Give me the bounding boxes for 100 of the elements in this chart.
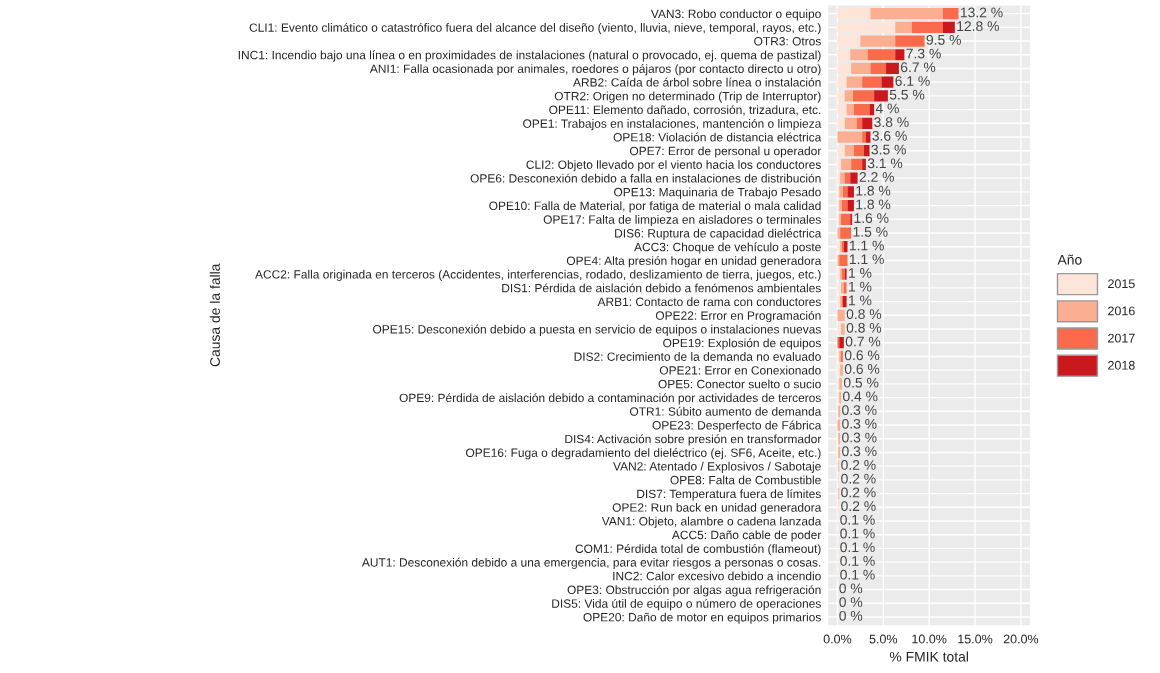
bar: [839, 254, 848, 267]
total-label: 1.8 %: [856, 185, 891, 196]
bar: [864, 145, 870, 157]
bar: [839, 337, 844, 349]
bar: [841, 158, 852, 171]
y-tick-label: AUT1: Desconexión debido a una emergencia, para evitar riesgos a personas o cosas.: [361, 557, 821, 570]
bar: [847, 186, 854, 198]
total-label: 0.6 %: [844, 350, 880, 361]
y-tick-label: OPE10: Falla de Material, por fatiga de material o mala calidad: [489, 201, 821, 213]
total-label: 3.8 %: [874, 117, 909, 128]
total-label: 1.5 %: [853, 226, 888, 237]
y-tick-label: OPE22: Error en Programación: [655, 310, 821, 323]
y-tick-label: VAN2: Atentado / Explosivos / Sabotaje: [613, 461, 821, 473]
bar: [837, 145, 845, 157]
y-tick-label: OPE2: Run back en unidad generadora: [612, 502, 822, 515]
bar: [895, 35, 925, 47]
bar: [844, 145, 854, 157]
total-label: 0.2 %: [841, 473, 876, 484]
y-axis-title: Causa de la falla: [209, 263, 220, 367]
y-tick-label: OPE16: Fuga o degradamiento del dieléctrico (ej. SF6, Aceite, etc.): [466, 448, 821, 460]
total-label: 0.5 %: [843, 377, 879, 388]
y-tick-label: ANI1: Falla ocasionada por animales, roedores o pájaros (por contacto directo u otro): [369, 64, 821, 76]
y-tick-label: CLI1: Evento climático o catastrófico fuera del alcance del diseño (viento, lluvia, nieve, temporal, rayos, etc.): [249, 22, 821, 35]
y-tick-label: OPE17: Falta de limpieza en aisladores o terminales: [543, 214, 821, 227]
y-tick-label: OPE18: Violación de distancia eléctrica: [613, 132, 822, 142]
legend-label: 2017: [1108, 333, 1135, 343]
bar: [837, 419, 841, 431]
bar: [844, 117, 857, 129]
bar: [842, 295, 847, 308]
y-tick-label: OPE21: Error en Conexionado: [659, 365, 821, 375]
y-tick-label: CLI2: Objeto llevado por el viento hacia los conductores: [526, 160, 821, 172]
total-label: 2.2 %: [859, 172, 894, 182]
bar: [853, 90, 875, 102]
total-label: 1 %: [849, 295, 872, 306]
y-tick-label: DIS6: Ruptura de capacidad dieléctrica: [615, 228, 822, 240]
bar: [847, 199, 854, 212]
total-label: 12.8 %: [957, 21, 999, 32]
total-label: 0.1 %: [840, 556, 875, 566]
y-tick-label: OPE5: Conector suelto o sucio: [658, 379, 821, 389]
y-tick-label: OPE9: Pérdida de aislación debido a contaminación por actividades de terceros: [399, 393, 821, 405]
bar: [842, 199, 848, 212]
total-label: 0.4 %: [843, 391, 878, 402]
total-label: 3.6 %: [872, 130, 907, 141]
bar: [837, 62, 852, 75]
total-label: 5.5 %: [889, 89, 925, 100]
y-tick-label: VAN3: Robo conductor o equipo: [650, 9, 821, 21]
bar: [837, 172, 841, 184]
bar: [867, 49, 896, 61]
bar: [895, 21, 912, 33]
y-tick-label: OPE15: Desconexión debido a puesta en servicio de equipos o instalaciones nuevas: [373, 324, 821, 336]
total-label: 6.7 %: [900, 62, 936, 73]
y-tick-label: OPE20: Daño de motor en equipos primarios: [583, 612, 821, 624]
bar: [846, 103, 854, 116]
bar: [853, 145, 865, 157]
y-tick-label: INC1: Incendio bajo una línea o en proximidades de instalaciones (natural o provocado, ej. quema de pastizal): [238, 50, 821, 62]
bar: [837, 103, 847, 116]
total-label: 1.1 %: [849, 240, 884, 251]
total-label: 13.2 %: [960, 7, 1003, 18]
bar: [837, 227, 841, 239]
y-tick-label: ACC3: Choque de vehículo a poste: [634, 242, 821, 254]
legend-label: 2018: [1108, 360, 1135, 370]
legend-label: 2015: [1108, 279, 1135, 289]
total-label: 0.2 %: [841, 487, 876, 498]
bar: [837, 35, 861, 47]
total-label: 0.3 %: [842, 418, 877, 429]
bar: [851, 62, 871, 75]
x-tick-label: 0.0%: [823, 634, 852, 644]
y-tick-label: ACC5: Daño cable de poder: [671, 530, 822, 542]
bar: [841, 323, 845, 335]
bar: [862, 117, 873, 129]
total-label: 1.8 %: [856, 199, 891, 210]
bar: [837, 282, 842, 294]
total-label: 1 %: [849, 268, 872, 278]
bar: [881, 76, 894, 88]
y-tick-label: DIS2: Crecimiento de la demanda no evaluado: [574, 352, 821, 361]
bar: [837, 309, 845, 321]
bar: [870, 62, 887, 75]
bar: [841, 213, 851, 225]
y-tick-label: OTR2: Origen no determinado (Trip de Interruptor): [554, 91, 821, 103]
total-label: 3.5 %: [871, 144, 906, 155]
y-tick-label: ARB1: Contacto de rama con conductores: [597, 297, 821, 307]
y-tick-label: ARB2: Caída de árbol sobre línea o instalación: [573, 77, 821, 87]
y-tick-label: OPE11: Elemento dañado, corrosión, trizadura, etc.: [549, 105, 821, 116]
y-tick-label: DIS4: Activación sobre presión en transformador: [565, 434, 822, 446]
bar: [840, 227, 852, 239]
bar: [865, 131, 871, 143]
total-label: 1 %: [849, 281, 872, 292]
bar: [837, 117, 845, 129]
y-tick-label: OTR1: Súbito aumento de demanda: [629, 406, 822, 416]
total-label: 3.1 %: [867, 158, 903, 169]
y-tick-label: DIS7: Temperatura fuera de límites: [637, 489, 821, 501]
total-label: 1.1 %: [849, 254, 884, 265]
total-label: 0.1 %: [840, 569, 875, 580]
bar: [837, 323, 842, 335]
y-tick-label: OTR3: Otros: [754, 37, 821, 46]
bar: [862, 131, 866, 143]
bar: [874, 90, 888, 102]
y-tick-label: INC2: Calor excesivo debido a incendio: [613, 571, 821, 581]
bar: [895, 49, 905, 61]
bar: [886, 62, 899, 75]
